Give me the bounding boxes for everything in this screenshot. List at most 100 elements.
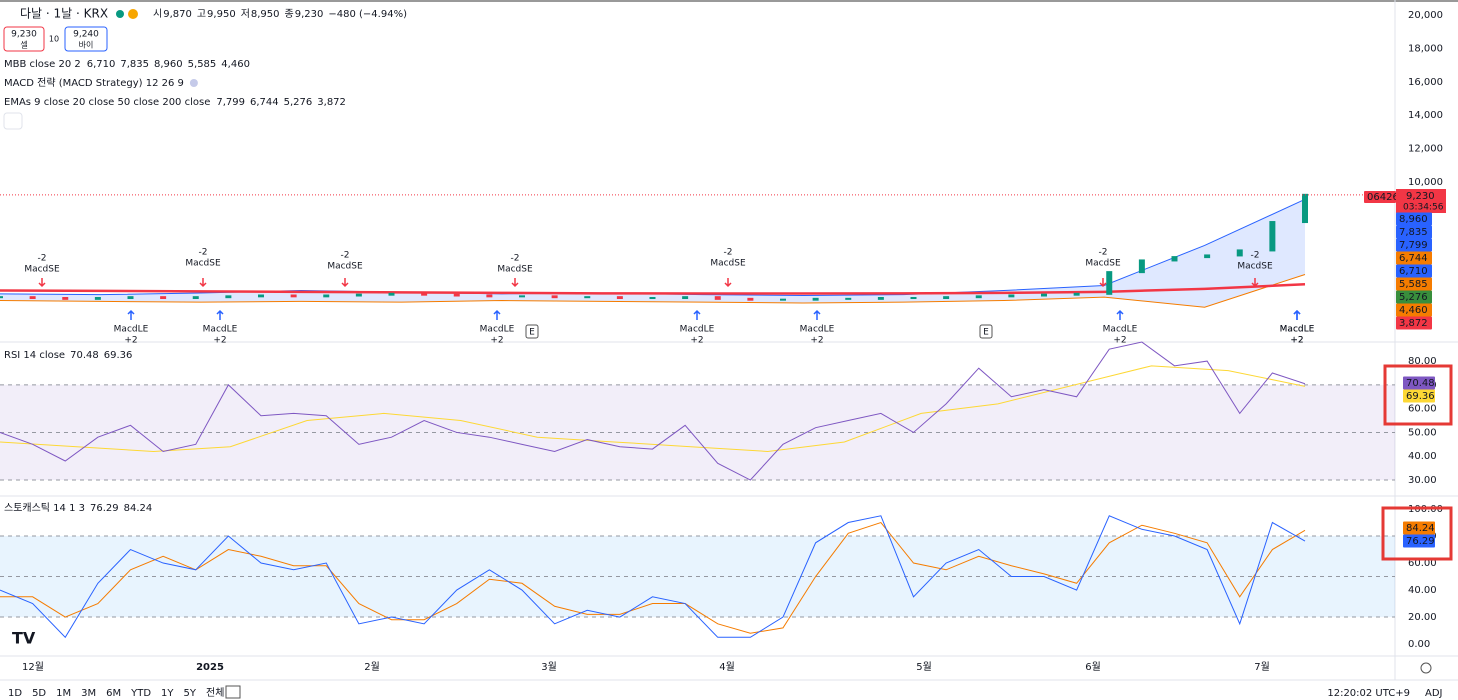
- price-badge: 7,835: [1399, 227, 1428, 238]
- stoch-d: [0, 521, 1306, 634]
- price-badge-bg: [1396, 212, 1432, 226]
- signal-qty: +2: [1290, 336, 1303, 346]
- signal-qty: +2: [810, 336, 823, 346]
- signal-qty: -2: [724, 248, 733, 258]
- candle: [910, 297, 917, 300]
- sell-price: 9,230: [11, 30, 37, 40]
- indicator-name: EMAs 9 close 20 close 50 close 200 close: [4, 97, 210, 108]
- ohlc-key: 종: [285, 8, 294, 20]
- candle: [323, 294, 330, 298]
- y-tick-label: 16,000: [1408, 77, 1443, 88]
- indicator-value: 6,744: [250, 97, 279, 108]
- event-label: E: [529, 328, 535, 338]
- signal-arrow: [693, 309, 701, 320]
- range-button[interactable]: 5Y: [184, 688, 197, 699]
- y-tick-label: 18,000: [1408, 43, 1443, 54]
- adj-button[interactable]: ADJ: [1425, 688, 1443, 699]
- stoch-badge: 84.24: [1406, 523, 1435, 534]
- symbol-badge: 064260: [1367, 192, 1405, 203]
- candle: [290, 294, 297, 298]
- signal-type: MacdSE: [497, 265, 533, 275]
- rsi-badge-bg: [1403, 389, 1435, 403]
- price-badge: 6,744: [1399, 253, 1428, 264]
- signal-type: MacdSE: [710, 259, 746, 269]
- event-marker[interactable]: [525, 324, 539, 339]
- rsi-badge: 70.48: [1406, 378, 1435, 389]
- lower-band: [0, 273, 1306, 308]
- calendar-icon[interactable]: [225, 685, 241, 699]
- buy-label: 바이: [79, 40, 94, 50]
- candle: [453, 293, 460, 297]
- signal-type: MacdSE: [185, 259, 221, 269]
- indicator-value: 4,460: [221, 59, 250, 70]
- spread: 10: [49, 35, 59, 44]
- buy-button[interactable]: [64, 26, 108, 52]
- settings-icon[interactable]: [1420, 662, 1432, 674]
- candle: [845, 297, 852, 300]
- range-button[interactable]: 5D: [32, 688, 46, 699]
- candle: [192, 296, 199, 300]
- change: −480 (−4.94%): [328, 9, 407, 20]
- range-button[interactable]: 1Y: [161, 688, 174, 699]
- range-button[interactable]: 3M: [81, 688, 96, 699]
- signal-qty: +2: [490, 336, 503, 346]
- highlight-box: [1381, 506, 1453, 561]
- ohlc-value: 9,950: [207, 9, 236, 20]
- range-button[interactable]: 1M: [56, 688, 71, 699]
- y-tick-label: 30.00: [1408, 475, 1437, 486]
- price-badge-bg: [1396, 238, 1432, 252]
- ohlc-value: 9,870: [163, 9, 192, 20]
- time-label: 6월: [1085, 661, 1101, 673]
- y-tick-label: 100.00: [1408, 504, 1443, 515]
- candle: [1204, 254, 1211, 259]
- candle: [714, 296, 721, 300]
- candle: [355, 293, 362, 297]
- range-button[interactable]: 1D: [8, 688, 22, 699]
- marks: 다날 · 1날 · KRX 시 9,870 고 9,950 저 8,950 종 9,230 −48…: [0, 7, 1446, 699]
- signal-arrow: [511, 278, 519, 288]
- price-badge: 8,960: [1399, 214, 1428, 225]
- price-badge: 6,710: [1399, 266, 1428, 277]
- signal-type: MacdSE: [1085, 259, 1121, 269]
- signal-type: MacdLE: [1103, 325, 1138, 335]
- signal-type: MacdLE: [1280, 325, 1315, 335]
- range-button[interactable]: 전체: [206, 687, 224, 699]
- candle: [1106, 271, 1113, 295]
- signal-arrow: [1251, 278, 1259, 288]
- signal-arrow: [1099, 278, 1107, 288]
- signal-type: MacdLE: [1280, 325, 1315, 335]
- range-button[interactable]: YTD: [130, 688, 151, 699]
- last-badge-bg: [1396, 189, 1446, 213]
- signal-arrow: [724, 278, 732, 288]
- sell-button[interactable]: [3, 26, 45, 52]
- y-tick-label: 10,000: [1408, 177, 1443, 188]
- range-button[interactable]: 6M: [106, 688, 121, 699]
- signal-arrow: [493, 309, 501, 320]
- signal-qty: -2: [38, 254, 47, 264]
- signal-type: MacdLE: [800, 325, 835, 335]
- candle: [258, 294, 264, 298]
- candle: [421, 292, 428, 296]
- signal-arrow: [1293, 309, 1301, 320]
- candle: [616, 296, 623, 300]
- candle: [584, 296, 591, 299]
- collapse-button[interactable]: [3, 112, 23, 130]
- price-badge: 4,460: [1399, 305, 1428, 316]
- y-tick-label: 80.00: [1408, 356, 1437, 367]
- pane-title: 스토캐스틱 14 1 3: [4, 502, 85, 514]
- candle: [0, 296, 3, 299]
- candle: [160, 296, 167, 300]
- price-badge-bg: [1396, 303, 1432, 317]
- y-tick-label: 0.00: [1408, 639, 1430, 650]
- price-badge-bg: [1396, 225, 1432, 239]
- pane-title: RSI 14 close: [4, 350, 65, 361]
- time-label: 7월: [1254, 661, 1270, 673]
- clock: 12:20:02 UTC+9: [1327, 688, 1410, 699]
- signal-qty: +2: [1113, 336, 1126, 346]
- stoch-badge-bg: [1403, 521, 1435, 535]
- event-marker[interactable]: [979, 324, 993, 339]
- y-tick-label: 50.00: [1408, 427, 1437, 438]
- y-tick-label: 60.00: [1408, 404, 1437, 415]
- y-tick-label: 14,000: [1408, 110, 1443, 121]
- y-tick-label: 40.00: [1408, 451, 1437, 462]
